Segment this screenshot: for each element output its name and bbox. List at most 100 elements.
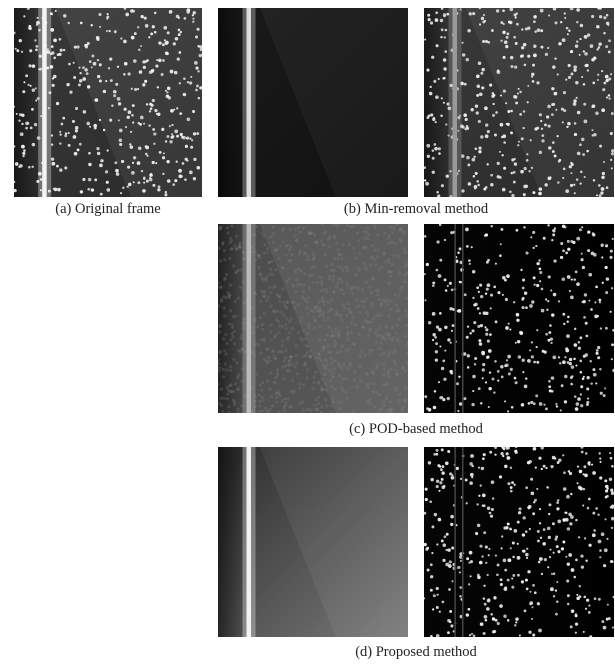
noise [330,329,333,332]
particle [89,60,92,63]
particle [13,181,16,184]
noise [366,226,369,229]
particle [497,69,500,72]
particle [451,546,454,549]
particle [569,290,571,292]
noise [330,263,333,266]
particle [536,488,538,490]
particle [432,149,435,152]
particle [179,82,181,84]
particle [567,122,571,126]
noise [355,385,358,388]
particle [79,143,82,146]
noise [266,247,269,250]
particle [500,228,503,231]
noise [294,228,297,231]
particle [128,183,131,186]
particle [432,285,435,288]
noise [259,300,262,303]
noise [405,263,408,266]
particle [515,451,518,454]
particle [23,15,25,17]
streak [247,8,252,197]
noise [218,330,221,333]
particle [480,295,483,298]
noise [218,366,221,369]
noise [398,271,401,274]
noise [331,375,334,378]
noise [324,382,327,385]
particle [91,188,94,191]
particle [63,49,65,51]
particle [547,105,551,109]
particle [68,132,70,134]
particle [190,146,193,149]
particle [504,400,506,402]
noise [362,326,365,329]
noise [324,253,327,256]
noise [337,401,340,404]
noise [230,224,233,227]
particle [106,188,110,192]
noise [284,356,287,359]
noise [293,269,296,272]
particle [429,86,431,88]
particle [162,59,165,62]
noise [373,405,376,408]
particle [439,259,442,262]
particle [542,350,545,353]
particle [152,99,155,102]
particle [605,75,609,79]
particle [569,358,572,361]
particle [507,482,510,485]
noise [277,257,280,260]
particle [65,132,67,134]
noise [403,274,406,277]
particle [576,402,580,406]
noise [389,308,392,311]
particle [505,102,507,104]
particle [566,126,568,128]
noise [320,405,323,408]
noise [309,350,312,353]
particle [488,387,491,390]
particle [571,609,575,613]
noise [320,378,323,381]
particle [510,486,513,489]
noise [278,350,281,353]
noise [298,387,301,390]
noise [328,275,331,278]
noise [335,331,338,334]
noise [295,354,298,357]
particle [495,320,498,323]
noise [266,362,269,365]
noise [349,225,352,228]
noise [386,382,389,385]
noise [380,407,383,410]
noise [395,304,398,307]
particle [55,10,57,12]
noise [378,298,381,301]
particle [507,523,510,526]
noise [398,393,401,396]
particle [25,127,28,130]
particle [539,508,541,510]
noise [276,368,279,371]
particle [503,167,506,170]
noise [271,260,274,263]
particle [580,404,583,407]
particle [88,163,91,166]
noise [275,392,278,395]
particle [441,97,443,99]
particle [578,347,581,350]
particle [509,21,512,24]
particle [518,88,520,90]
particle [578,536,580,538]
particle [542,542,545,545]
particle [493,391,495,393]
particle [579,143,582,146]
particle [139,70,143,74]
noise [333,258,336,261]
particle [185,145,188,148]
particle [479,23,481,25]
